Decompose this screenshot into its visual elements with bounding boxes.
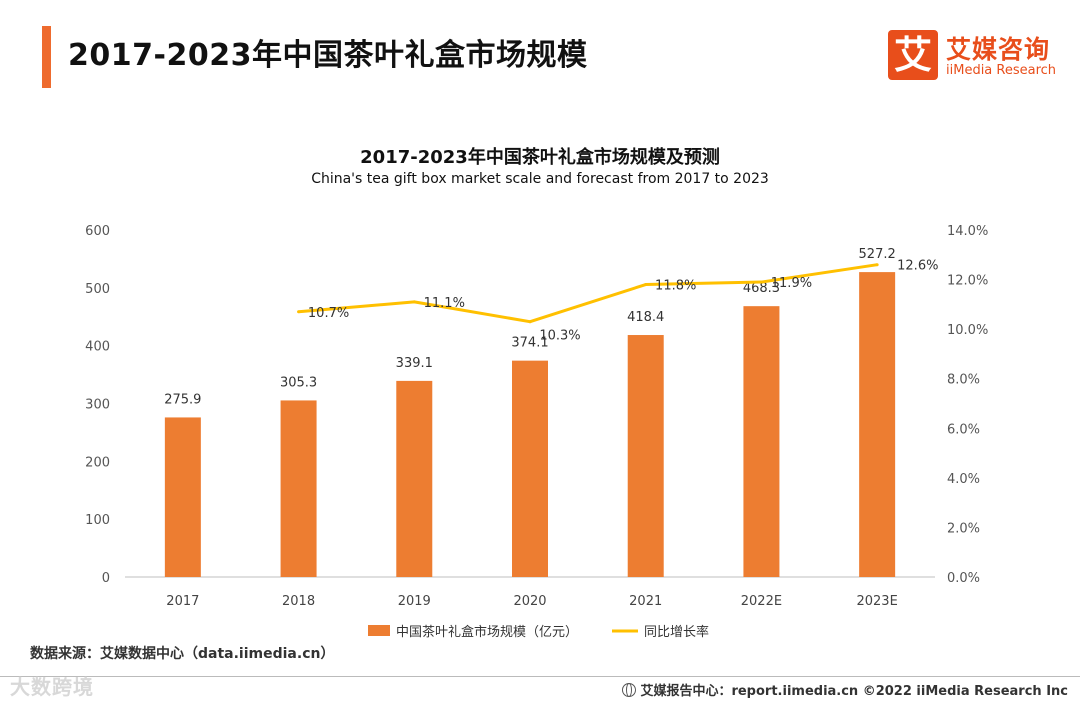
bar-value-label: 339.1 xyxy=(396,356,433,371)
bar xyxy=(280,400,317,577)
bar-value-label: 468.3 xyxy=(743,281,780,296)
growth-rate-line xyxy=(298,263,878,324)
legend-line-label: 同比增长率 xyxy=(644,624,709,640)
chart-subtitle: China's tea gift box market scale and fo… xyxy=(311,171,769,187)
chart-title: 2017-2023年中国茶叶礼盒市场规模及预测 xyxy=(360,147,720,168)
bar xyxy=(512,360,548,577)
y-right-tick-label: 10.0% xyxy=(947,323,988,338)
y-left-tick-label: 100 xyxy=(85,513,110,528)
footer-divider xyxy=(0,676,1080,677)
x-tick-label: 2017 xyxy=(166,594,199,609)
growth-rate-point xyxy=(412,300,416,304)
bar xyxy=(859,272,896,577)
bar xyxy=(164,417,201,577)
growth-rate-label: 12.6% xyxy=(897,259,938,274)
bar-value-label: 527.2 xyxy=(859,247,896,262)
logo-chinese-name: 艾媒咨询 xyxy=(946,35,1051,64)
growth-rate-point xyxy=(644,283,648,287)
x-tick-label: 2023E xyxy=(856,594,897,609)
bar xyxy=(627,335,664,577)
y-left-tick-label: 0 xyxy=(102,571,110,586)
growth-rate-point xyxy=(875,263,879,267)
y-right-tick-label: 12.0% xyxy=(947,274,988,289)
iimedia-logo: 艾 艾媒咨询 iiMedia Research xyxy=(888,30,1063,82)
title-accent-bar xyxy=(42,26,51,88)
growth-rate-label: 11.8% xyxy=(655,279,696,294)
growth-rate-point xyxy=(528,320,532,324)
growth-rate-label: 10.3% xyxy=(539,329,580,344)
y-right-tick-label: 8.0% xyxy=(947,373,980,388)
growth-rate-label: 11.1% xyxy=(424,296,465,311)
globe-icon xyxy=(622,682,637,697)
growth-rate-point xyxy=(297,310,301,314)
page-title: 2017-2023年中国茶叶礼盒市场规模 xyxy=(68,38,588,73)
footer-report-text: 艾媒报告中心：report.iimedia.cn ©2022 iiMedia R… xyxy=(640,684,1068,699)
x-tick-label: 2021 xyxy=(629,594,662,609)
y-right-tick-label: 0.0% xyxy=(947,571,980,586)
x-tick-label: 2022E xyxy=(741,594,782,609)
y-right-tick-label: 14.0% xyxy=(947,224,988,239)
x-tick-label: 2019 xyxy=(398,594,431,609)
x-tick-label: 2020 xyxy=(513,594,546,609)
bar-value-label: 418.4 xyxy=(627,310,664,325)
growth-rate-label: 11.9% xyxy=(771,276,812,291)
y-left-tick-label: 500 xyxy=(85,282,110,297)
bar-value-label: 275.9 xyxy=(164,392,201,407)
logo-mark: 艾 xyxy=(888,30,938,80)
growth-rate-point xyxy=(759,280,763,284)
data-source: 数据来源：艾媒数据中心（data.iimedia.cn） xyxy=(30,646,335,662)
bar xyxy=(743,306,780,577)
legend-bar-label: 中国茶叶礼盒市场规模（亿元） xyxy=(396,624,578,640)
watermark: 大数跨境 xyxy=(10,675,94,699)
bar-value-label: 305.3 xyxy=(280,375,317,390)
bar-value-label: 374.1 xyxy=(511,336,548,351)
y-left-tick-label: 400 xyxy=(85,340,110,355)
y-right-tick-label: 4.0% xyxy=(947,472,980,487)
y-left-tick-label: 300 xyxy=(85,398,110,413)
legend-bar-swatch xyxy=(368,625,390,636)
footer-report-link: 艾媒报告中心：report.iimedia.cn ©2022 iiMedia R… xyxy=(622,680,1068,699)
y-left-tick-label: 600 xyxy=(85,224,110,239)
logo-english-name: iiMedia Research xyxy=(946,63,1057,78)
y-right-tick-label: 2.0% xyxy=(947,521,980,536)
y-right-tick-label: 6.0% xyxy=(947,422,980,437)
growth-rate-label: 10.7% xyxy=(308,306,349,321)
y-left-tick-label: 200 xyxy=(85,455,110,470)
x-tick-label: 2018 xyxy=(282,594,315,609)
bar xyxy=(396,380,433,577)
